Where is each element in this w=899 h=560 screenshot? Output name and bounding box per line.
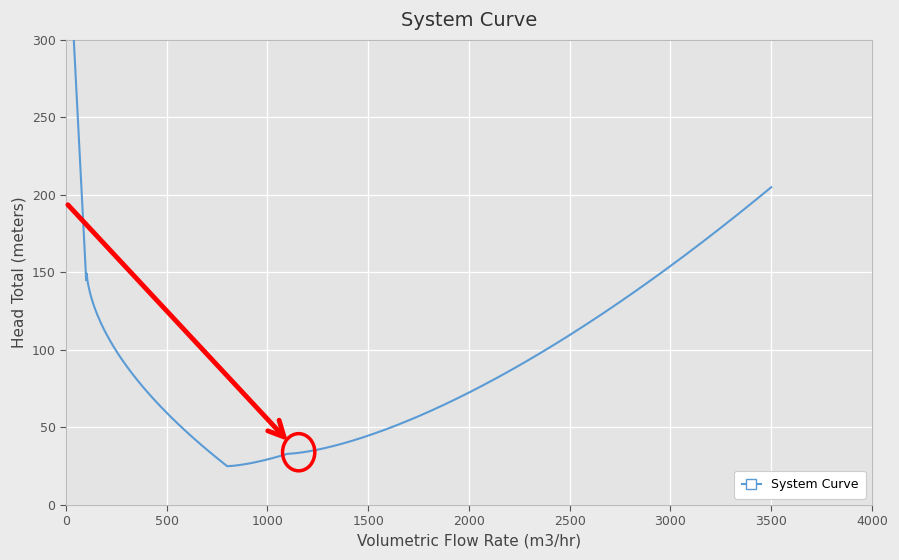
Title: System Curve: System Curve bbox=[401, 11, 537, 30]
X-axis label: Volumetric Flow Rate (m3/hr): Volumetric Flow Rate (m3/hr) bbox=[357, 534, 581, 549]
Legend: System Curve: System Curve bbox=[734, 470, 866, 498]
Y-axis label: Head Total (meters): Head Total (meters) bbox=[11, 197, 26, 348]
